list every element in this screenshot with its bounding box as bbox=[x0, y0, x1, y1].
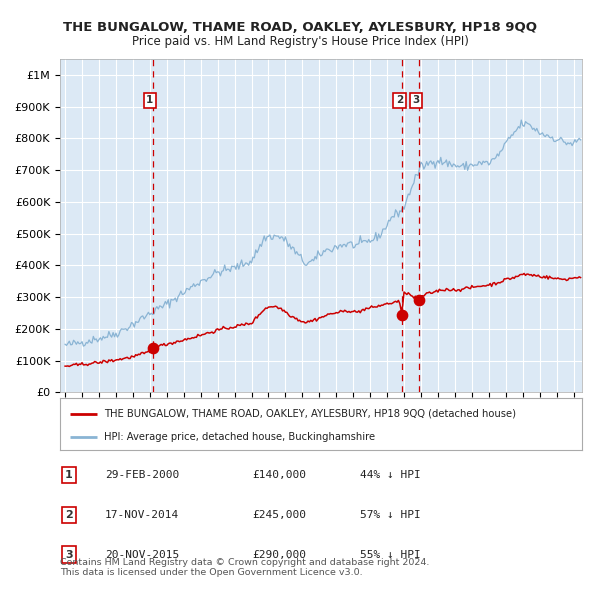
Text: THE BUNGALOW, THAME ROAD, OAKLEY, AYLESBURY, HP18 9QQ: THE BUNGALOW, THAME ROAD, OAKLEY, AYLESB… bbox=[63, 21, 537, 34]
Text: 57% ↓ HPI: 57% ↓ HPI bbox=[360, 510, 421, 520]
Text: 1: 1 bbox=[65, 470, 73, 480]
Point bbox=[397, 310, 407, 319]
Text: 20-NOV-2015: 20-NOV-2015 bbox=[105, 550, 179, 559]
Text: 17-NOV-2014: 17-NOV-2014 bbox=[105, 510, 179, 520]
Text: Price paid vs. HM Land Registry's House Price Index (HPI): Price paid vs. HM Land Registry's House … bbox=[131, 35, 469, 48]
Text: Contains HM Land Registry data © Crown copyright and database right 2024.
This d: Contains HM Land Registry data © Crown c… bbox=[60, 558, 430, 577]
Text: HPI: Average price, detached house, Buckinghamshire: HPI: Average price, detached house, Buck… bbox=[104, 432, 376, 442]
Point bbox=[148, 343, 157, 353]
Text: THE BUNGALOW, THAME ROAD, OAKLEY, AYLESBURY, HP18 9QQ (detached house): THE BUNGALOW, THAME ROAD, OAKLEY, AYLESB… bbox=[104, 409, 517, 419]
Text: 2: 2 bbox=[65, 510, 73, 520]
Text: 3: 3 bbox=[65, 550, 73, 559]
Text: 2: 2 bbox=[395, 95, 403, 105]
Text: 3: 3 bbox=[413, 95, 420, 105]
Text: £245,000: £245,000 bbox=[252, 510, 306, 520]
Text: £140,000: £140,000 bbox=[252, 470, 306, 480]
Point bbox=[415, 296, 424, 305]
Text: 1: 1 bbox=[146, 95, 154, 105]
Text: 44% ↓ HPI: 44% ↓ HPI bbox=[360, 470, 421, 480]
Text: £290,000: £290,000 bbox=[252, 550, 306, 559]
Text: 55% ↓ HPI: 55% ↓ HPI bbox=[360, 550, 421, 559]
Text: 29-FEB-2000: 29-FEB-2000 bbox=[105, 470, 179, 480]
